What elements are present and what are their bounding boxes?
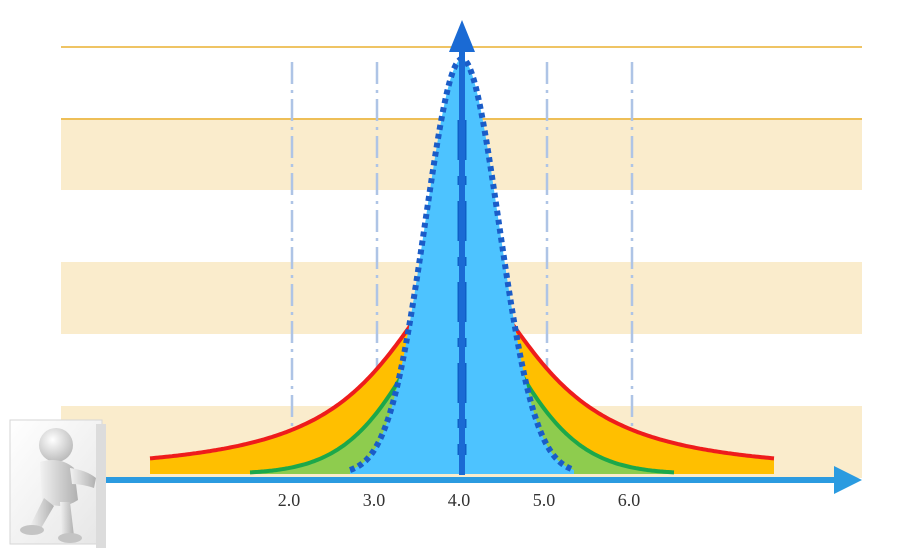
horizontal-axis-arrowhead bbox=[834, 466, 862, 494]
person-pushing-figure-icon bbox=[9, 419, 106, 548]
horizontal-axis bbox=[72, 466, 862, 494]
x-tick-labels: 2.0 3.0 4.0 5.0 6.0 bbox=[278, 490, 641, 510]
x-tick-label: 6.0 bbox=[618, 490, 641, 510]
vertical-axis-arrowhead bbox=[449, 20, 475, 52]
x-tick-label: 3.0 bbox=[363, 490, 386, 510]
x-tick-label: 4.0 bbox=[448, 490, 471, 510]
x-tick-label: 2.0 bbox=[278, 490, 301, 510]
vertical-axis-arrow bbox=[449, 20, 475, 475]
x-tick-label: 5.0 bbox=[533, 490, 556, 510]
